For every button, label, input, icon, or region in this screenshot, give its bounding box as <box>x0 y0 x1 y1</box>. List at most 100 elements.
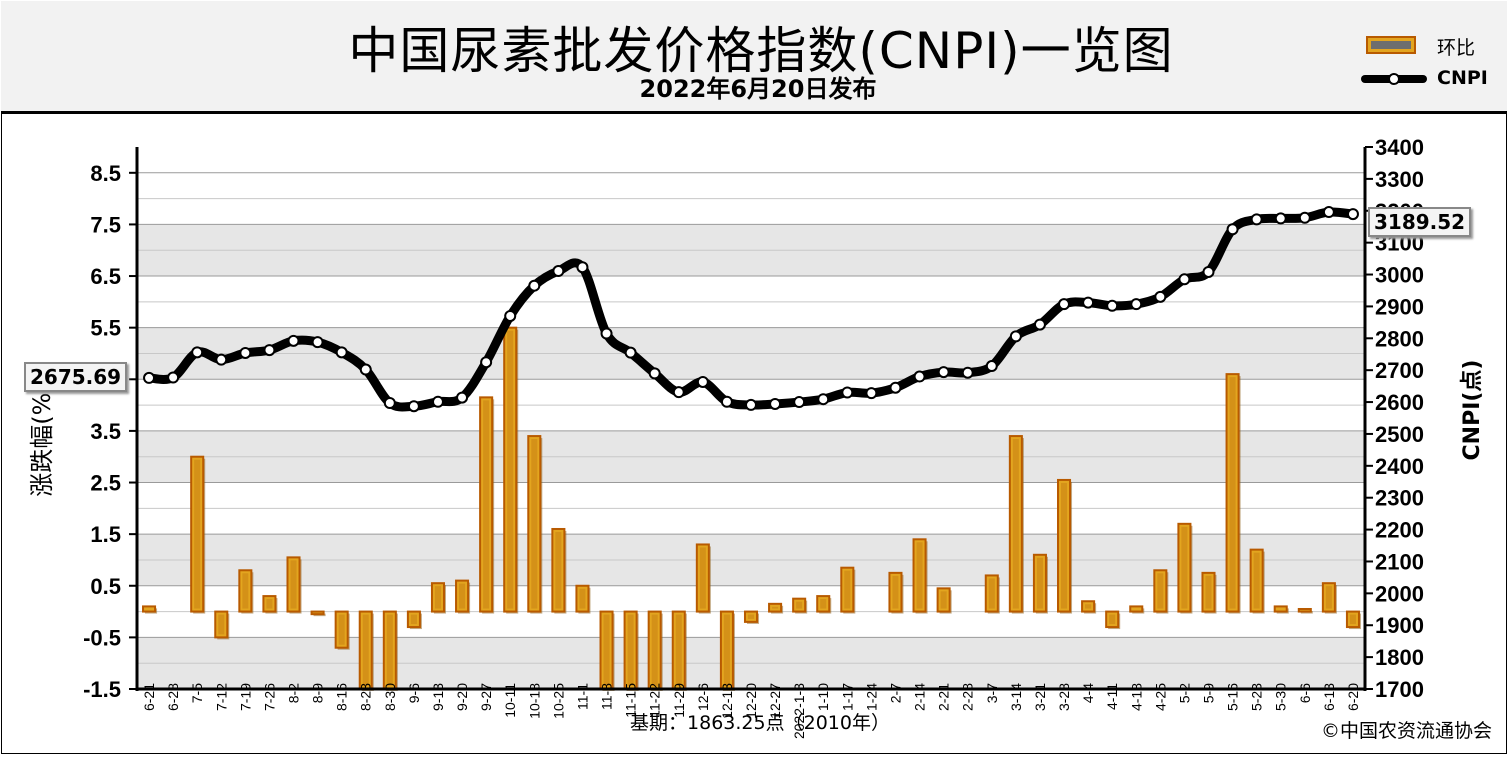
bar-inner <box>1349 614 1356 625</box>
bar-inner <box>1157 573 1164 609</box>
category-label: 12-27 <box>767 683 783 719</box>
category-label: 11-1 <box>574 683 590 710</box>
bar-inner <box>820 599 827 609</box>
cnpi-point <box>1202 265 1215 278</box>
bar <box>575 584 590 613</box>
start-value-callout: 2675.69 <box>24 362 128 392</box>
bar-inner <box>988 578 995 609</box>
bar-inner <box>1061 482 1068 609</box>
legend-bar-label: 环比 <box>1437 37 1476 59</box>
bar <box>1008 435 1023 613</box>
chart-title: 中国尿素批发价格指数(CNPI)一览图 <box>348 22 1174 80</box>
category-label: 9-13 <box>430 683 446 711</box>
bar-inner <box>1036 557 1043 609</box>
cnpi-point <box>1226 223 1239 236</box>
left-axis-label: 涨跌幅(%) <box>28 383 56 497</box>
bar-inner <box>747 614 755 619</box>
category-label: 4-25 <box>1152 683 1168 711</box>
category-label: 5-23 <box>1249 683 1265 711</box>
cnpi-point <box>793 396 806 409</box>
bar-inner <box>844 570 851 609</box>
bar <box>262 595 277 613</box>
category-label: 6-21 <box>141 683 157 711</box>
category-label: 5-2 <box>1176 683 1192 703</box>
bar <box>1129 605 1144 613</box>
category-label: 2-28 <box>960 683 976 711</box>
bar <box>1153 569 1168 613</box>
cnpi-point <box>552 265 565 278</box>
cnpi-point <box>239 346 252 359</box>
cnpi-point <box>937 366 950 379</box>
bar <box>1081 600 1096 613</box>
cnpi-point <box>311 336 324 349</box>
category-label: 7-12 <box>213 683 229 711</box>
bar-inner <box>410 614 417 625</box>
category-label: 7-19 <box>237 683 253 711</box>
category-label: 8-23 <box>358 683 374 711</box>
cnpi-point <box>745 398 757 411</box>
cnpi-point <box>648 367 661 380</box>
category-label: 3-14 <box>1008 683 1024 711</box>
bar <box>479 396 494 613</box>
category-label: 10-11 <box>502 683 518 718</box>
cnpi-point <box>696 375 709 388</box>
right-tick-label: 1800 <box>1375 645 1424 670</box>
bar <box>551 527 566 613</box>
right-tick-label: 1900 <box>1375 613 1424 638</box>
bar <box>1032 553 1047 613</box>
bar-inner <box>386 614 393 686</box>
category-label: 2-21 <box>936 683 952 711</box>
bar-inner <box>1085 604 1092 609</box>
cnpi-point <box>1082 296 1095 309</box>
bar-inner <box>627 614 634 686</box>
right-tick-label: 2300 <box>1375 486 1424 511</box>
bar-inner <box>723 614 730 686</box>
bar-inner <box>555 531 562 609</box>
cnpi-point <box>817 393 830 406</box>
bar-inner <box>290 560 297 609</box>
bar <box>743 610 759 623</box>
cnpi-point <box>913 370 926 383</box>
bar-inner <box>434 586 441 609</box>
category-label: 7-26 <box>261 683 277 711</box>
bar-inner <box>266 599 273 609</box>
bar <box>1321 582 1336 613</box>
bar <box>1297 607 1312 613</box>
bar <box>816 595 831 613</box>
category-label: 3-7 <box>984 683 1000 703</box>
right-tick-label: 2100 <box>1375 549 1424 574</box>
right-tick-label: 2400 <box>1375 454 1424 479</box>
legend-item-bar: 环比 <box>1361 33 1501 59</box>
bar <box>1177 522 1192 613</box>
cnpi-point <box>431 395 444 408</box>
category-label: 5-30 <box>1273 683 1289 711</box>
baseline-note: 基期：1863.25点（2010年） <box>630 712 890 734</box>
bar <box>1105 610 1120 629</box>
bar <box>142 605 157 613</box>
right-tick-label: 2600 <box>1375 390 1424 415</box>
bar <box>888 571 903 613</box>
cnpi-point <box>624 346 637 359</box>
cnpi-point <box>287 334 300 347</box>
category-label: 1-24 <box>863 683 879 711</box>
bar <box>406 610 421 629</box>
left-tick-label: -1.5 <box>83 677 121 702</box>
cnpi-point <box>528 279 541 292</box>
cnpi-point <box>456 391 469 404</box>
cnpi-point <box>841 386 854 399</box>
right-tick-label: 3000 <box>1375 263 1424 288</box>
cnpi-point <box>143 371 156 384</box>
cnpi-point <box>1154 290 1167 303</box>
legend: 环比 CNPI <box>1361 31 1501 101</box>
bar <box>527 435 542 613</box>
bar-inner <box>1205 575 1212 609</box>
cnpi-point <box>1033 318 1046 331</box>
cnpi-point <box>576 261 589 274</box>
cnpi-point <box>985 360 998 373</box>
cnpi-point <box>1130 298 1143 311</box>
category-label: 9-6 <box>406 683 422 703</box>
category-label: 1-17 <box>839 683 855 711</box>
cnpi-point <box>167 371 180 384</box>
bar <box>286 556 301 613</box>
category-label: 5-9 <box>1200 683 1216 703</box>
